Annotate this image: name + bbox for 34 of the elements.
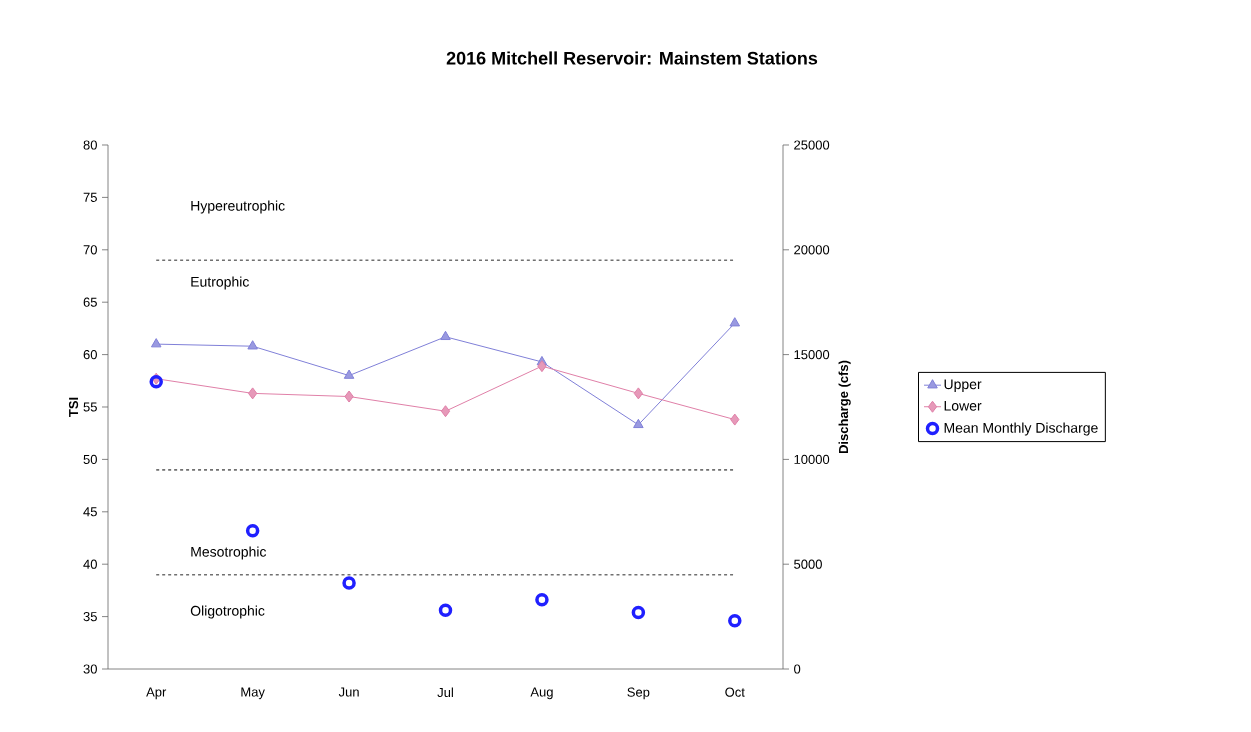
y-tick-label: 70 [83,245,97,255]
y-tick-label: 55 [83,402,97,412]
y2-tick-label: 5000 [794,559,822,569]
y-tick-label: 65 [83,297,97,307]
annotation: Oligotrophic [190,605,265,619]
legend-label: Upper [944,379,982,392]
x-tick-label: Apr [146,687,167,700]
y2-axis-title: Discharge (cfs) [838,360,851,454]
y-tick-label: 30 [83,664,97,674]
y2-tick-label: 20000 [794,245,830,255]
y-tick-label: 40 [83,559,97,569]
y2-tick-label: 15000 [794,349,830,360]
x-tick-label: Aug [530,687,553,700]
y-axis-title: TSI [68,397,79,417]
annotation: Mesotrophic [191,546,267,560]
y-tick-label: 50 [83,454,97,464]
legend-label: Lower [944,400,982,411]
annotation: Hypereutrophic [191,200,285,214]
y-tick-label: 35 [83,612,97,622]
x-tick-label: Jul [437,687,453,698]
x-tick-label: May [241,687,265,700]
x-tick-label: Jun [338,687,359,697]
x-tick-label: Oct [725,687,745,697]
y2-tick-label: 0 [794,664,801,674]
legend-label: Mean Monthly Discharge [944,422,1098,436]
chart-title: 2016 Mitchell Reservoir: Mainstem Stations [446,51,818,65]
y-tick-label: 80 [83,140,97,150]
y-tick-label: 75 [83,192,97,202]
y-tick-label: 45 [83,507,97,517]
y2-tick-label: 25000 [794,140,830,150]
annotation: Eutrophic [191,276,249,290]
y2-tick-label: 10000 [794,454,830,464]
x-tick-label: Sep [627,687,650,700]
y-tick-label: 60 [83,349,97,360]
